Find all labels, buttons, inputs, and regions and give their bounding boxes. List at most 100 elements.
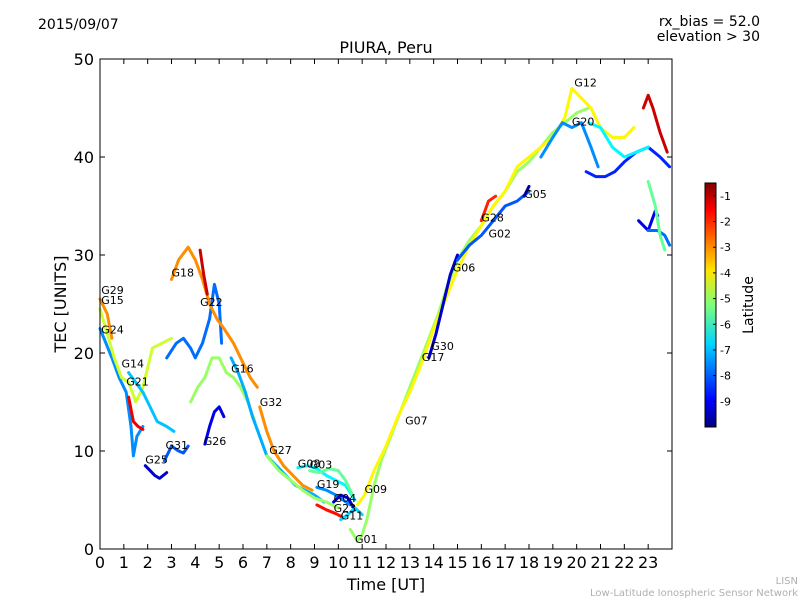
- colorbar-tick-label: -8: [720, 370, 731, 383]
- x-tick-label: 11: [352, 553, 372, 572]
- y-tick-label: 10: [74, 442, 94, 461]
- satellite-label-g08: G08: [298, 458, 321, 471]
- tec-track-3: [127, 371, 176, 433]
- tec-track-6: [170, 245, 259, 389]
- tec-track-5: [127, 395, 145, 431]
- satellite-label-g15: G15: [101, 294, 124, 307]
- satellite-label-g28: G28: [481, 212, 504, 225]
- tec-track-13: [258, 405, 314, 492]
- tec-track-2: [98, 297, 114, 340]
- satellite-label-g14: G14: [122, 358, 145, 371]
- tec-track-33: [646, 180, 667, 252]
- satellite-label-g31: G31: [166, 439, 189, 452]
- y-tick-label: 0: [84, 540, 94, 559]
- x-tick-label: 14: [423, 553, 443, 572]
- satellite-label-g32: G32: [260, 396, 283, 409]
- colorbar-tick-label: -1: [720, 190, 731, 203]
- rx-bias-label: rx_bias = 52.0: [658, 14, 760, 30]
- tec-track-14: [265, 454, 340, 510]
- colorbar-label: Latitude: [741, 276, 757, 334]
- satellite-label-g30: G30: [431, 340, 454, 353]
- x-tick-label: 1: [119, 553, 129, 572]
- colorbar-tick-label: -3: [720, 241, 731, 254]
- tec-track-24: [456, 189, 531, 262]
- colorbar-gradient: [704, 182, 717, 428]
- x-tick-label: 0: [95, 553, 105, 572]
- satellite-label-g23: G23: [334, 502, 357, 515]
- x-tick-label: 17: [495, 553, 515, 572]
- satellite-label-g26: G26: [204, 435, 227, 448]
- satellite-label-g27: G27: [269, 444, 292, 457]
- satellite-label-g18: G18: [172, 267, 195, 280]
- tec-track-4: [165, 282, 224, 360]
- satellite-label-g22: G22: [200, 296, 223, 309]
- x-tick-label: 19: [543, 553, 563, 572]
- satellite-label-g04: G04: [334, 492, 357, 505]
- tec-track-7: [198, 248, 209, 296]
- x-tick-label: 21: [590, 553, 610, 572]
- satellite-label-g16: G16: [231, 363, 254, 376]
- tec-track-26: [522, 184, 531, 198]
- tec-track-29: [587, 121, 650, 159]
- x-tick-label: 7: [262, 553, 272, 572]
- satellite-label-g09: G09: [365, 483, 388, 496]
- x-tick-label: 22: [614, 553, 634, 572]
- y-tick-label: 40: [74, 148, 94, 167]
- satellite-label-g06: G06: [453, 262, 476, 275]
- y-tick-label: 30: [74, 246, 94, 265]
- tec-track-10: [162, 444, 190, 463]
- satellite-label-g21: G21: [126, 375, 149, 388]
- credit-network: Low-Latitude Ionospheric Sensor Network: [590, 588, 798, 599]
- x-tick-label: 13: [400, 553, 420, 572]
- tec-track-17: [315, 485, 352, 507]
- x-tick-label: 6: [238, 553, 248, 572]
- satellite-label-g20: G20: [572, 116, 595, 129]
- colorbar-tick-label: -6: [720, 318, 731, 331]
- satellite-label-g03: G03: [310, 459, 333, 472]
- y-axis-label: TEC [UNITS]: [51, 256, 70, 354]
- tec-track-18: [332, 493, 357, 512]
- satellite-label-g17: G17: [422, 351, 445, 364]
- tec-track-9: [203, 405, 226, 446]
- satellite-label-g25: G25: [145, 454, 168, 467]
- satellite-label-g19: G19: [317, 478, 340, 491]
- satellite-label-g29: G29: [101, 284, 124, 297]
- tec-track-27: [539, 121, 600, 169]
- x-tick-label: 3: [166, 553, 176, 572]
- x-tick-label: 10: [328, 553, 348, 572]
- satellite-label-g07: G07: [405, 415, 428, 428]
- x-tick-label: 5: [214, 553, 224, 572]
- colorbar-tick-label: -2: [720, 216, 731, 229]
- tec-track-25: [479, 194, 498, 223]
- credit-lisn: LISN: [775, 576, 798, 587]
- tracks-layer: [98, 86, 672, 543]
- colorbar: -1 -2 -3 -4 -5 -6 -7 -8 -9 Latitude: [704, 182, 757, 428]
- x-axis-label: Time [UT]: [346, 575, 425, 594]
- tec-track-19: [315, 503, 345, 520]
- satellite-label-g01: G01: [355, 533, 378, 546]
- tec-track-15: [296, 464, 357, 502]
- colorbar-tick-label: -9: [720, 395, 731, 408]
- x-tick-label: 15: [447, 553, 467, 572]
- tec-track-16: [308, 467, 355, 497]
- chart-title: PIURA, Peru: [339, 38, 433, 57]
- date-label: 2015/09/07: [38, 17, 119, 33]
- tec-track-11: [143, 464, 169, 480]
- tec-track-12: [229, 356, 326, 504]
- x-tick-label: 18: [519, 553, 539, 572]
- tec-track-32: [646, 229, 672, 247]
- tec-track-22: [355, 86, 636, 507]
- tec-track-1: [98, 307, 173, 404]
- tec-track-23: [427, 253, 459, 360]
- tec-track-8: [189, 356, 257, 424]
- x-tick-label: 2: [143, 553, 153, 572]
- x-tick-label: 16: [471, 553, 491, 572]
- satellite-label-g02: G02: [489, 227, 512, 240]
- colorbar-tick-label: -4: [720, 267, 731, 280]
- colorbar-tick-label: -7: [720, 344, 731, 357]
- x-tick-label: 9: [309, 553, 319, 572]
- y-tick-label: 50: [74, 50, 94, 69]
- tec-track-0: [98, 327, 145, 458]
